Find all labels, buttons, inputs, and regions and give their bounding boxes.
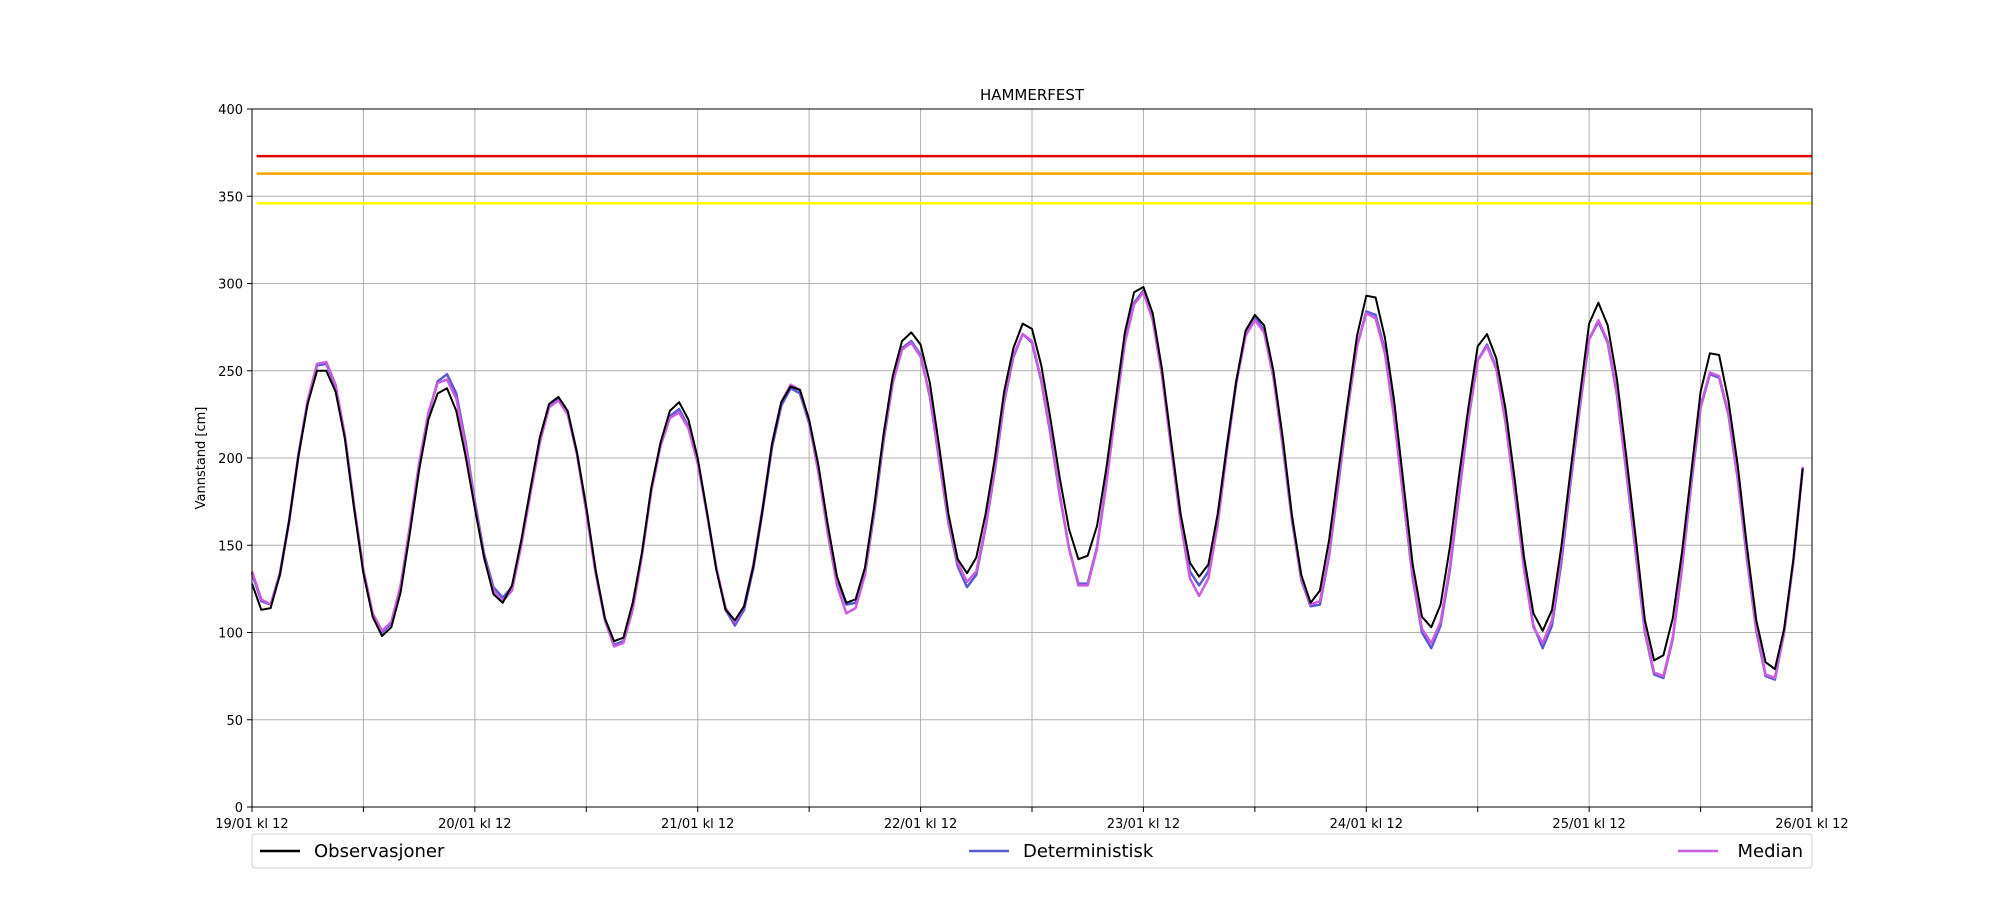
x-tick-label: 25/01 kl 12 [1552,817,1625,832]
y-tick-label: 250 [218,365,243,380]
series-line-median [250,290,1804,680]
x-tick-label: 22/01 kl 12 [884,817,957,832]
y-tick-label: 150 [218,539,243,554]
legend-box [251,833,1813,869]
y-tick-label: 300 [218,278,243,293]
y-tick-label: 0 [235,801,243,816]
y-tick-label: 100 [218,627,243,642]
threshold-lines [256,154,1812,205]
x-tick-label: 20/01 kl 12 [438,817,511,832]
legend: Observasjoner Deterministisk Median [251,833,1813,869]
series-line-observasjoner [251,286,1804,671]
x-tick-label: 23/01 kl 12 [1107,817,1180,832]
y-tick-label: 400 [218,103,243,118]
legend-label-median: Median [1738,841,1803,862]
x-tick-label: 24/01 kl 12 [1330,817,1403,832]
grid-lines [251,108,1813,808]
y-tick-label: 350 [218,190,243,205]
x-tick-label: 26/01 kl 12 [1775,817,1848,832]
legend-label-deterministisk: Deterministisk [1023,841,1154,862]
x-tick-label: 19/01 kl 12 [215,817,288,832]
y-tick-label: 200 [218,452,243,467]
legend-label-observasjoner: Observasjoner [314,841,445,862]
y-axis-label: Vannstand [cm] [194,407,209,510]
series-lines [250,286,1804,681]
y-axis-ticks: 0 50 100 150 200 250 300 350 400 [218,103,252,816]
x-tick-label: 21/01 kl 12 [661,817,734,832]
y-tick-label: 50 [226,714,243,729]
x-axis-ticks: 19/01 kl 12 20/01 kl 12 21/01 kl 12 22/01 k… [215,807,1849,832]
chart-title: HAMMERFEST [980,86,1085,104]
